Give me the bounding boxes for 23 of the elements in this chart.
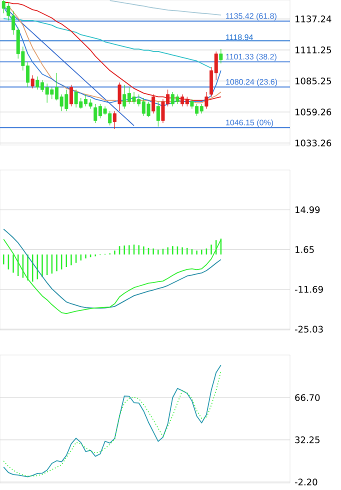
ref-line-label: 1080.24 (23.6) — [226, 78, 278, 86]
candlestick — [112, 110, 116, 130]
candlestick — [156, 101, 160, 127]
y-tick-label: 1.65 — [296, 246, 314, 253]
y-tick-label: 32.25 — [295, 436, 320, 444]
y-tick-label: 1033.26 — [296, 140, 332, 146]
y-tick-label: -11.69 — [294, 286, 323, 293]
y-tick-label: 66.70 — [295, 394, 320, 402]
y-tick-label: -2.20 — [294, 478, 318, 486]
y-tick-label: -25.03 — [294, 326, 323, 333]
ref-line-label: 1046.15 (0%) — [226, 119, 274, 127]
y-tick-label: 1111.25 — [296, 46, 331, 54]
candlestick — [69, 84, 73, 107]
candlestick — [30, 75, 34, 89]
ref-line-label: 1118.94 — [226, 34, 253, 40]
ref-line-label: 1135.42 (61.8) — [226, 12, 276, 20]
y-tick-label: 1059.26 — [296, 108, 332, 116]
candlestick — [219, 48, 223, 64]
candlestick — [118, 82, 122, 112]
ref-line-label: 1101.33 (38.2) — [226, 54, 276, 62]
y-tick-label: 1085.25 — [296, 78, 331, 84]
y-tick-label: 14.99 — [296, 206, 320, 214]
y-tick-label: 1137.24 — [296, 16, 332, 22]
